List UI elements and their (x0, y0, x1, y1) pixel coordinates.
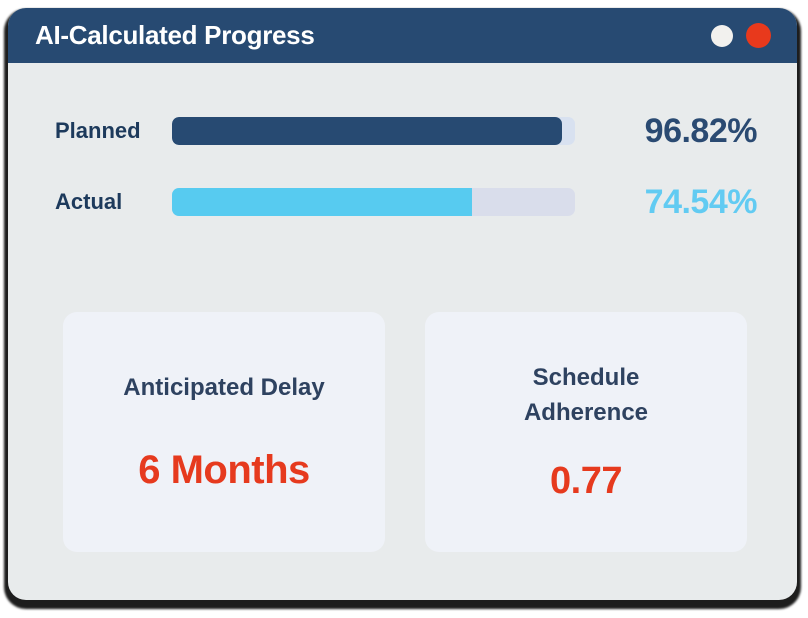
close-circle-icon[interactable] (746, 23, 771, 48)
title-bar: AI-Calculated Progress (8, 8, 797, 63)
actual-progress-track (172, 188, 575, 216)
anticipated-delay-value: 6 Months (138, 447, 310, 492)
window-controls (711, 23, 771, 48)
schedule-adherence-value: 0.77 (550, 460, 622, 503)
actual-label: Actual (55, 189, 123, 214)
metric-cards: Anticipated Delay 6 Months Schedule Adhe… (63, 312, 747, 552)
progress-section: Planned 96.82% Actual 74.54% (8, 63, 797, 221)
window-title: AI-Calculated Progress (35, 20, 315, 50)
anticipated-delay-title: Anticipated Delay (123, 374, 325, 402)
actual-progress-row: Actual 74.54% (55, 183, 758, 221)
planned-progress-fill (172, 117, 563, 145)
anticipated-delay-card: Anticipated Delay 6 Months (63, 312, 385, 552)
actual-percent-value: 74.54% (644, 182, 758, 221)
planned-progress-row: Planned 96.82% (55, 112, 758, 150)
actual-progress-fill (172, 188, 473, 216)
planned-progress-track (172, 117, 575, 145)
planned-percent-value: 96.82% (644, 111, 758, 150)
schedule-adherence-title: Schedule Adherence (523, 363, 649, 426)
schedule-adherence-card: Schedule Adherence 0.77 (425, 312, 747, 552)
minimize-circle-icon[interactable] (711, 24, 733, 47)
widget-window: AI-Calculated Progress Planned 96.82% Ac… (8, 8, 797, 600)
planned-label: Planned (55, 118, 141, 143)
